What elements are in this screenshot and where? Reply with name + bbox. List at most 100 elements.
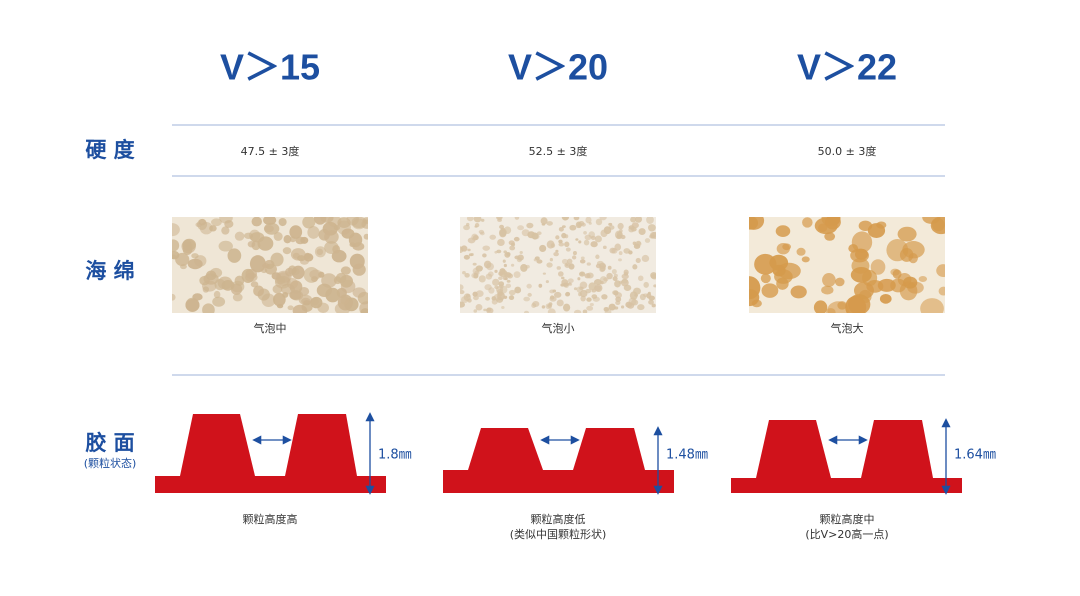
sponge-pore (560, 283, 565, 287)
sponge-pore (318, 228, 330, 241)
sponge-pore (628, 297, 637, 306)
sponge-pore (821, 285, 834, 295)
thickness-label: 1.8㎜ (378, 448, 412, 463)
sponge-pore (620, 305, 625, 309)
sponge-pore (250, 232, 265, 243)
sponge-pore (348, 232, 363, 248)
sponge-pore (581, 222, 586, 227)
hardness-value: 47.5 ± 3度 (241, 144, 300, 158)
sponge-pore (538, 283, 543, 288)
sponge-pore (339, 274, 354, 288)
sponge-pore (234, 231, 245, 241)
sponge-pore (558, 242, 565, 247)
sponge-pore (292, 304, 308, 313)
sponge-pore (572, 250, 577, 256)
sponge-pore (620, 278, 629, 287)
sponge-pore (583, 239, 590, 246)
sponge-pore (603, 277, 609, 282)
sponge-pore (561, 276, 565, 280)
sponge-pore (542, 272, 546, 275)
pimple (180, 414, 255, 476)
sponge-pore (848, 244, 859, 253)
sponge-pore (569, 224, 577, 231)
rubber-diagrams (155, 412, 962, 495)
sponge-pore (775, 225, 791, 237)
sponge-pore (460, 301, 465, 308)
sponge-pore (540, 217, 548, 225)
sponge-pore (899, 247, 914, 262)
rubber-caption: 颗粒高度中 (820, 512, 875, 526)
sponge-pore (333, 225, 340, 231)
sponge-pore (612, 290, 619, 296)
sponge-pore (175, 252, 190, 267)
hardness-value: 50.0 ± 3度 (818, 144, 877, 158)
sponge-pore (523, 310, 529, 313)
sponge-pore (536, 231, 542, 236)
sponge-pore (637, 304, 645, 311)
sponge-pore (172, 239, 180, 252)
sponge-pore (523, 296, 530, 302)
hardness-value: 52.5 ± 3度 (529, 144, 588, 158)
sponge-pore (649, 231, 656, 238)
sponge-pore (646, 217, 654, 224)
sponge-pore (340, 296, 350, 305)
sponge-pore (251, 217, 262, 227)
sponge-pore (492, 278, 500, 286)
sponge-pore (936, 264, 945, 278)
sponge-pore (482, 253, 487, 258)
sponge-pore (496, 288, 504, 296)
sponge-pore (854, 248, 868, 260)
sponge-pore (631, 222, 639, 229)
sponge-pore (316, 248, 324, 256)
sponge-pore (558, 227, 564, 232)
sponge-pore (813, 300, 828, 313)
sponge-pore (536, 259, 543, 264)
sponge-pore (340, 266, 351, 275)
sponge-pore (510, 263, 515, 267)
sponge-pore (473, 295, 479, 301)
sponge-pore (615, 300, 621, 306)
sponge-pore (227, 248, 242, 263)
sponge-pore (498, 276, 503, 280)
sponge-pore (556, 266, 561, 270)
sponge-pore (478, 275, 486, 283)
sponge-pore (562, 303, 571, 312)
sponge-pore (278, 217, 287, 227)
sponge-pore (580, 256, 585, 260)
sponge-image (460, 217, 656, 313)
sponge-pore (496, 296, 504, 303)
sponge-pore (558, 239, 563, 244)
sponge-pore (311, 276, 318, 282)
sponge-pore (547, 304, 552, 308)
sponge-pore (556, 299, 564, 307)
sponge-caption: 气泡小 (542, 321, 575, 335)
sponge-pore (782, 243, 791, 251)
sponge-pore (360, 308, 368, 313)
sponge-pore (618, 258, 622, 262)
rubber-caption: (比V>20高一点) (805, 527, 888, 541)
sponge-pore (907, 281, 924, 294)
sponge-pore (588, 222, 592, 225)
sponge-pore (876, 221, 887, 229)
sponge-pore (574, 309, 582, 313)
sponge-pore (460, 284, 464, 291)
pimple (861, 420, 933, 478)
sponge-pore (270, 252, 284, 267)
sponge-pore (517, 225, 524, 231)
sponge-pore (761, 283, 779, 298)
sponge-pore (796, 247, 806, 256)
sponge-pore (363, 233, 368, 240)
sponge-pore (602, 245, 607, 250)
sponge-pore (897, 226, 917, 242)
sponge-pore (464, 273, 470, 278)
sponge-pore (547, 308, 556, 313)
sponge-pore (920, 298, 944, 313)
sponge-pore (634, 241, 642, 247)
sponge-pore (496, 249, 502, 254)
sponge-pore (520, 263, 528, 272)
rubber-base (155, 476, 386, 493)
sponge-pore (503, 250, 508, 254)
sponge-pore (331, 249, 347, 263)
sponge-pore (890, 268, 900, 276)
sponge-pore (349, 253, 365, 270)
